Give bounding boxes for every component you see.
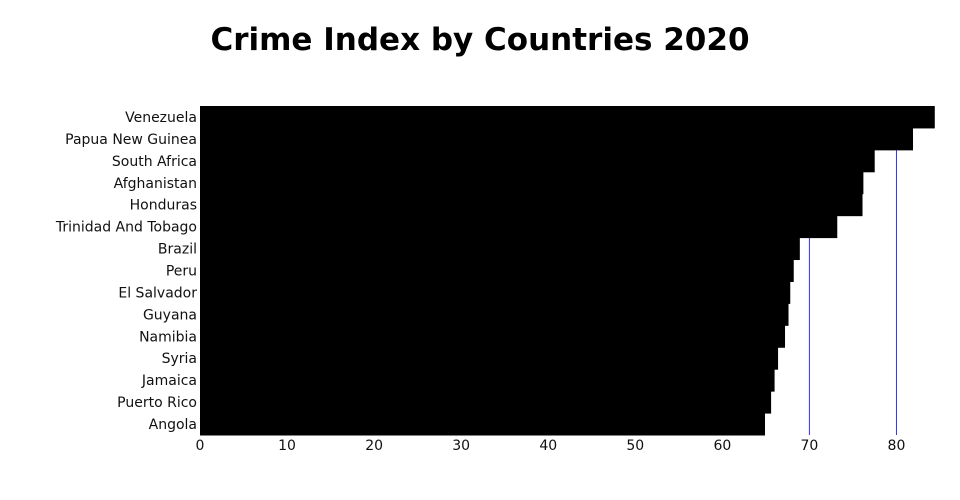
bar-south-africa (200, 149, 875, 173)
bar-puerto-rico (200, 391, 772, 414)
category-label: Puerto Rico (117, 395, 197, 411)
category-labels: Venezuela Papua New Guinea South Africa Afg… (55, 110, 197, 433)
category-label: Namibia (139, 329, 197, 345)
x-tick-label: 20 (365, 438, 383, 454)
bar-brazil (200, 237, 800, 261)
category-label: Papua New Guinea (65, 132, 197, 148)
x-tick-label: 40 (539, 438, 557, 454)
bar-jamaica (200, 369, 775, 392)
bar-honduras (200, 193, 863, 217)
category-label: Angola (149, 417, 197, 433)
x-tick-label: 50 (626, 438, 644, 454)
bar-peru (200, 259, 794, 282)
x-tick-labels: 0 10 20 30 40 50 60 70 80 (196, 438, 906, 454)
bar-afghanistan (200, 171, 864, 195)
category-label: Venezuela (125, 110, 197, 126)
x-tick-label: 60 (713, 438, 731, 454)
bar-papua-new-guinea (200, 127, 914, 151)
x-tick-label: 70 (800, 438, 818, 454)
category-label: South Africa (112, 154, 197, 170)
bar-namibia (200, 325, 786, 348)
bar-syria (200, 347, 779, 370)
bar-guyana (200, 303, 789, 326)
bars-layer (200, 106, 935, 436)
x-tick-label: 80 (888, 438, 906, 454)
category-label: El Salvador (118, 285, 197, 301)
x-tick-label: 30 (452, 438, 470, 454)
category-label: Afghanistan (114, 176, 197, 192)
x-tick-label: 0 (196, 438, 205, 454)
category-label: Honduras (130, 198, 197, 214)
category-label: Syria (162, 351, 197, 367)
bar-el-salvador (200, 281, 791, 304)
category-label: Trinidad And Tobago (55, 220, 197, 236)
category-label: Brazil (158, 242, 197, 258)
category-label: Guyana (143, 307, 197, 323)
bar-angola (200, 413, 766, 436)
category-label: Peru (166, 264, 197, 280)
x-tick-label: 10 (278, 438, 296, 454)
chart-title: Crime Index by Countries 2020 (210, 22, 750, 58)
category-label: Jamaica (141, 373, 197, 389)
bar-trinidad-and-tobago (200, 215, 838, 239)
bar-venezuela (200, 106, 935, 129)
